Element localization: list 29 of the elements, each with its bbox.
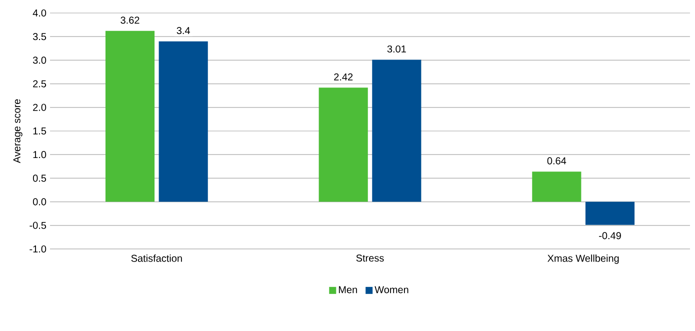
y-tick-label: 2.0	[33, 104, 46, 111]
bar	[105, 30, 155, 202]
y-axis-title: Average score	[13, 99, 22, 164]
data-label: 3.01	[387, 45, 406, 53]
legend-label: Men	[338, 286, 357, 294]
y-tick-label: 1.0	[33, 151, 46, 158]
data-label: 3.4	[176, 27, 190, 34]
x-tick-label: Satisfaction	[131, 254, 182, 262]
bar	[158, 41, 208, 202]
data-label: -0.49	[599, 232, 621, 240]
y-tick-label: 3.0	[32, 56, 46, 64]
data-label: 2.42	[334, 73, 353, 80]
y-tick-label: 3.5	[32, 33, 46, 40]
y-tick-label: -1.0	[30, 245, 46, 253]
y-tick-label: 1.5	[33, 127, 46, 134]
y-tick-label: -0.5	[30, 222, 46, 229]
bar	[372, 60, 422, 202]
data-label: 3.62	[120, 16, 140, 24]
bar	[532, 172, 582, 202]
bar	[318, 88, 368, 202]
y-tick-label: 4.0	[32, 9, 46, 17]
x-tick-label: Xmas Wellbeing	[548, 254, 619, 264]
x-tick-label: Stress	[356, 254, 384, 262]
y-tick-label: 0.5	[32, 174, 46, 182]
legend-label: Women	[374, 286, 408, 294]
y-tick-label: 2.5	[33, 80, 46, 88]
y-tick-label: 0.0	[32, 198, 46, 206]
data-label: 0.64	[547, 157, 566, 164]
bar	[585, 202, 635, 225]
